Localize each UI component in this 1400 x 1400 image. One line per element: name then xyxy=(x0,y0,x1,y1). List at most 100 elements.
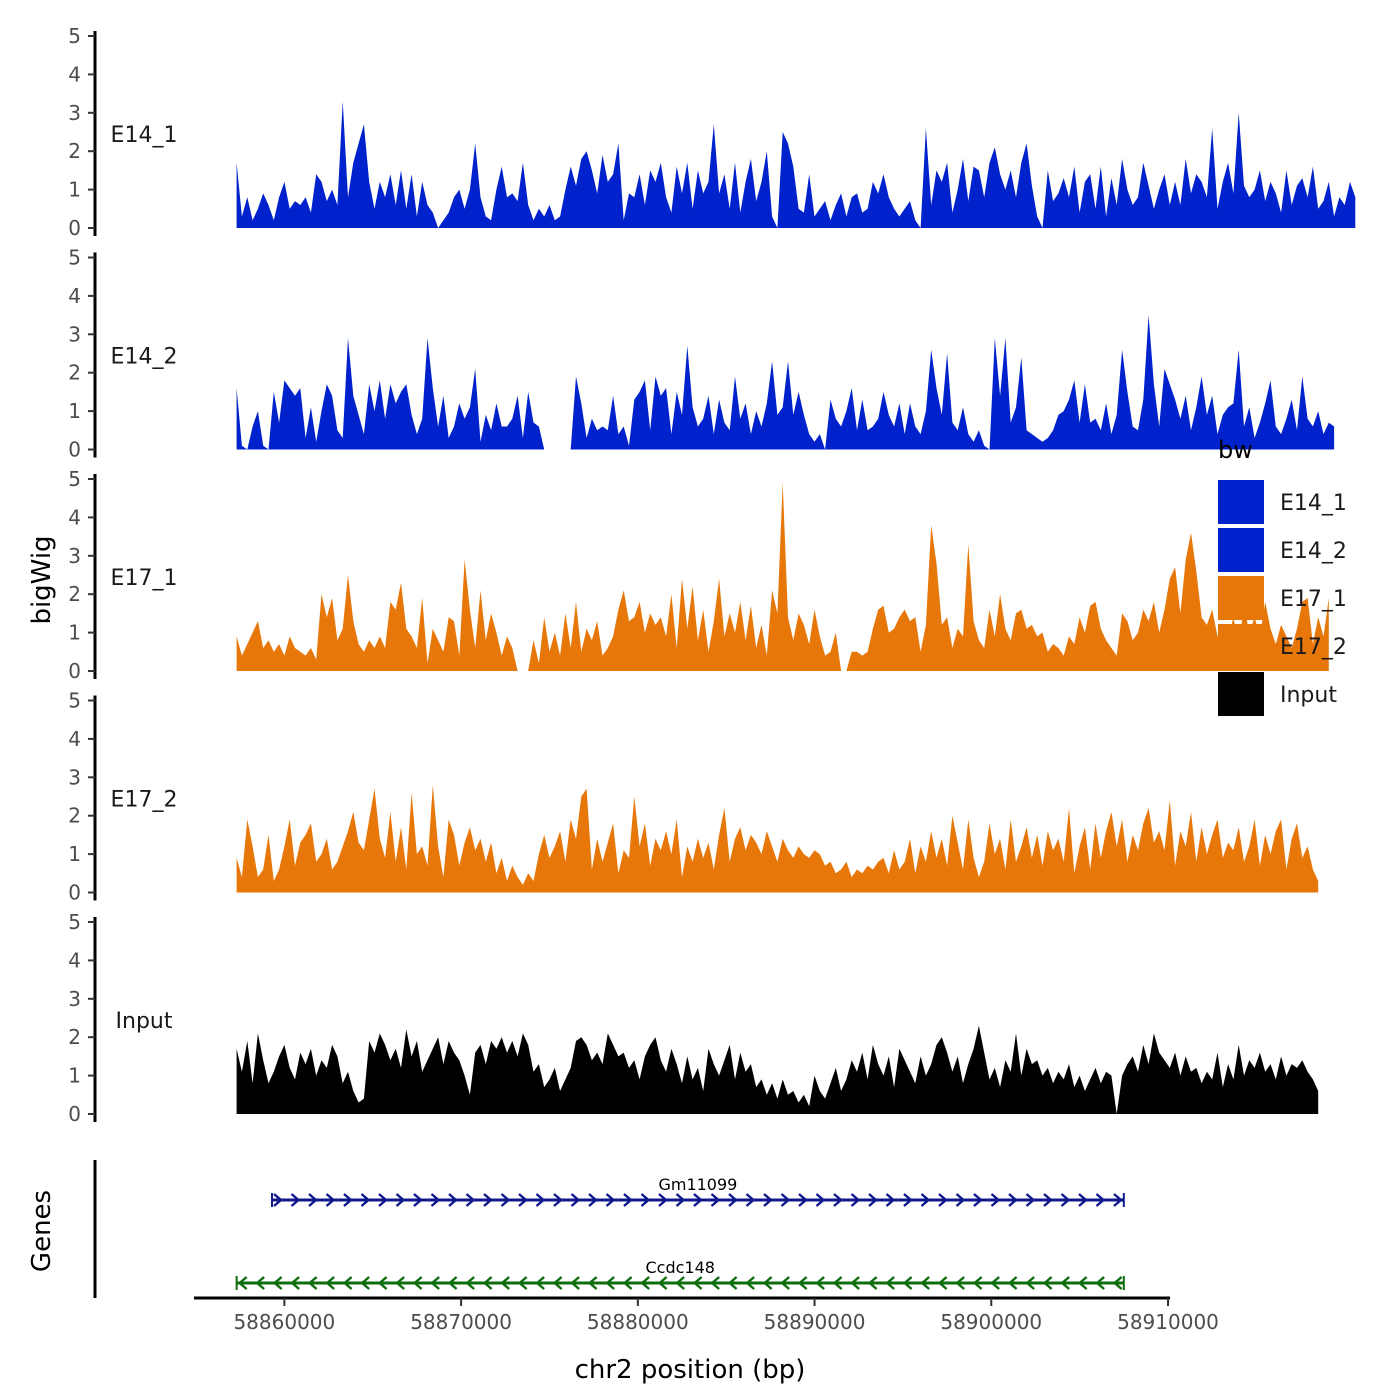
strand-arrow xyxy=(972,1276,983,1290)
y-tick-label: 5 xyxy=(68,24,81,48)
strand-arrow xyxy=(553,1193,563,1207)
strand-arrow xyxy=(815,1193,826,1207)
strand-arrow xyxy=(1042,1276,1053,1290)
strand-arrow xyxy=(693,1193,703,1207)
strand-arrow xyxy=(780,1276,790,1290)
track-label: E14_1 xyxy=(111,123,178,148)
legend-item: Input xyxy=(1218,672,1337,716)
strand-arrow xyxy=(867,1276,878,1290)
strand-arrow xyxy=(1043,1193,1053,1207)
strand-arrow xyxy=(343,1193,353,1207)
strand-arrow xyxy=(518,1193,528,1207)
y-tick-label: 3 xyxy=(68,322,81,346)
strand-arrow xyxy=(552,1276,563,1290)
strand-arrow xyxy=(798,1193,808,1207)
strand-arrow xyxy=(413,1193,423,1207)
strand-arrow xyxy=(623,1193,633,1207)
y-tick-label: 2 xyxy=(68,361,81,385)
strand-arrow xyxy=(308,1193,318,1207)
strand-arrow xyxy=(255,1276,265,1290)
strand-arrow xyxy=(1025,1276,1035,1290)
strand-arrow xyxy=(395,1276,405,1290)
strand-arrow xyxy=(973,1193,983,1207)
strand-arrow xyxy=(640,1276,650,1290)
strand-arrow xyxy=(1095,1276,1105,1290)
legend-item: E14_2 xyxy=(1218,528,1347,572)
y-tick-label: 5 xyxy=(68,246,81,270)
strand-arrow xyxy=(657,1276,668,1290)
y-tick-label: 3 xyxy=(68,765,81,789)
x-tick-label: 58880000 xyxy=(587,1310,689,1334)
strand-arrow xyxy=(902,1276,913,1290)
strand-arrow xyxy=(868,1193,878,1207)
y-tick-label: 4 xyxy=(68,284,81,308)
strand-arrow xyxy=(517,1276,528,1290)
x-tick-label: 58860000 xyxy=(233,1310,335,1334)
y-tick-label: 1 xyxy=(68,399,81,423)
legend-swatch xyxy=(1218,672,1264,716)
strand-arrow xyxy=(762,1276,773,1290)
strand-arrow xyxy=(622,1276,633,1290)
x-axis-title: chr2 position (bp) xyxy=(575,1355,806,1385)
strand-arrow xyxy=(675,1193,686,1207)
y-tick-label: 0 xyxy=(68,659,81,683)
strand-arrow xyxy=(850,1276,860,1290)
strand-arrow xyxy=(535,1276,545,1290)
strand-arrow xyxy=(745,1276,755,1290)
x-tick-label: 58890000 xyxy=(764,1310,866,1334)
y-tick-label: 3 xyxy=(68,544,81,568)
y-tick-label: 2 xyxy=(68,1025,81,1049)
strand-arrow xyxy=(710,1193,721,1207)
strand-arrow xyxy=(430,1193,441,1207)
strand-arrow xyxy=(307,1276,318,1290)
strand-arrow xyxy=(570,1276,580,1290)
y-tick-label: 1 xyxy=(68,178,81,202)
strand-arrow xyxy=(710,1276,720,1290)
gene-label: Ccdc148 xyxy=(645,1258,714,1277)
y-tick-label: 2 xyxy=(68,139,81,163)
strand-arrow xyxy=(745,1193,756,1207)
strand-arrow xyxy=(937,1276,948,1290)
strand-arrow xyxy=(1008,1193,1018,1207)
strand-arrow xyxy=(727,1276,738,1290)
strand-arrow xyxy=(430,1276,440,1290)
strand-arrow xyxy=(990,1276,1000,1290)
legend-swatch xyxy=(1218,576,1264,620)
y-tick-label: 0 xyxy=(68,216,81,240)
coverage-area xyxy=(236,785,1319,893)
legend-label: Input xyxy=(1280,683,1337,708)
y-axis-title: bigWig xyxy=(27,535,57,624)
strand-arrow xyxy=(377,1276,388,1290)
strand-arrow xyxy=(412,1276,423,1290)
legend-item: E17_1 xyxy=(1218,576,1347,620)
legend-label: E14_2 xyxy=(1280,539,1347,564)
strand-arrow xyxy=(675,1276,685,1290)
strand-arrow xyxy=(465,1276,475,1290)
strand-arrow xyxy=(448,1193,458,1207)
x-tick-label: 58900000 xyxy=(940,1310,1042,1334)
legend-label: E17_1 xyxy=(1280,587,1347,612)
track-e14-1: 0 1 2 3 4 5 E14_1 xyxy=(68,24,1356,240)
strand-arrow xyxy=(955,1193,966,1207)
strand-arrow xyxy=(955,1276,965,1290)
y-tick-label: 3 xyxy=(68,101,81,125)
strand-arrow xyxy=(465,1193,476,1207)
legend-swatch xyxy=(1218,480,1264,524)
y-tick-label: 0 xyxy=(68,1102,81,1126)
strand-arrow xyxy=(570,1193,581,1207)
legend-title: bw xyxy=(1218,436,1253,464)
strand-arrow xyxy=(605,1276,615,1290)
coverage-area xyxy=(236,482,1329,671)
x-axis: 58860000 58870000 58880000 58890000 58900000… xyxy=(194,1296,1219,1334)
strand-arrow xyxy=(728,1193,738,1207)
strand-arrow xyxy=(360,1193,371,1207)
track-label: E17_1 xyxy=(111,566,178,591)
strand-arrow xyxy=(1113,1193,1123,1207)
strand-arrow xyxy=(325,1276,335,1290)
track-label: E14_2 xyxy=(111,345,178,370)
track-label: E17_2 xyxy=(111,788,178,813)
strand-arrow xyxy=(587,1276,598,1290)
strand-arrow xyxy=(1025,1193,1036,1207)
track-e17-1: 0 1 2 3 4 5 E17_1 xyxy=(68,467,1329,683)
